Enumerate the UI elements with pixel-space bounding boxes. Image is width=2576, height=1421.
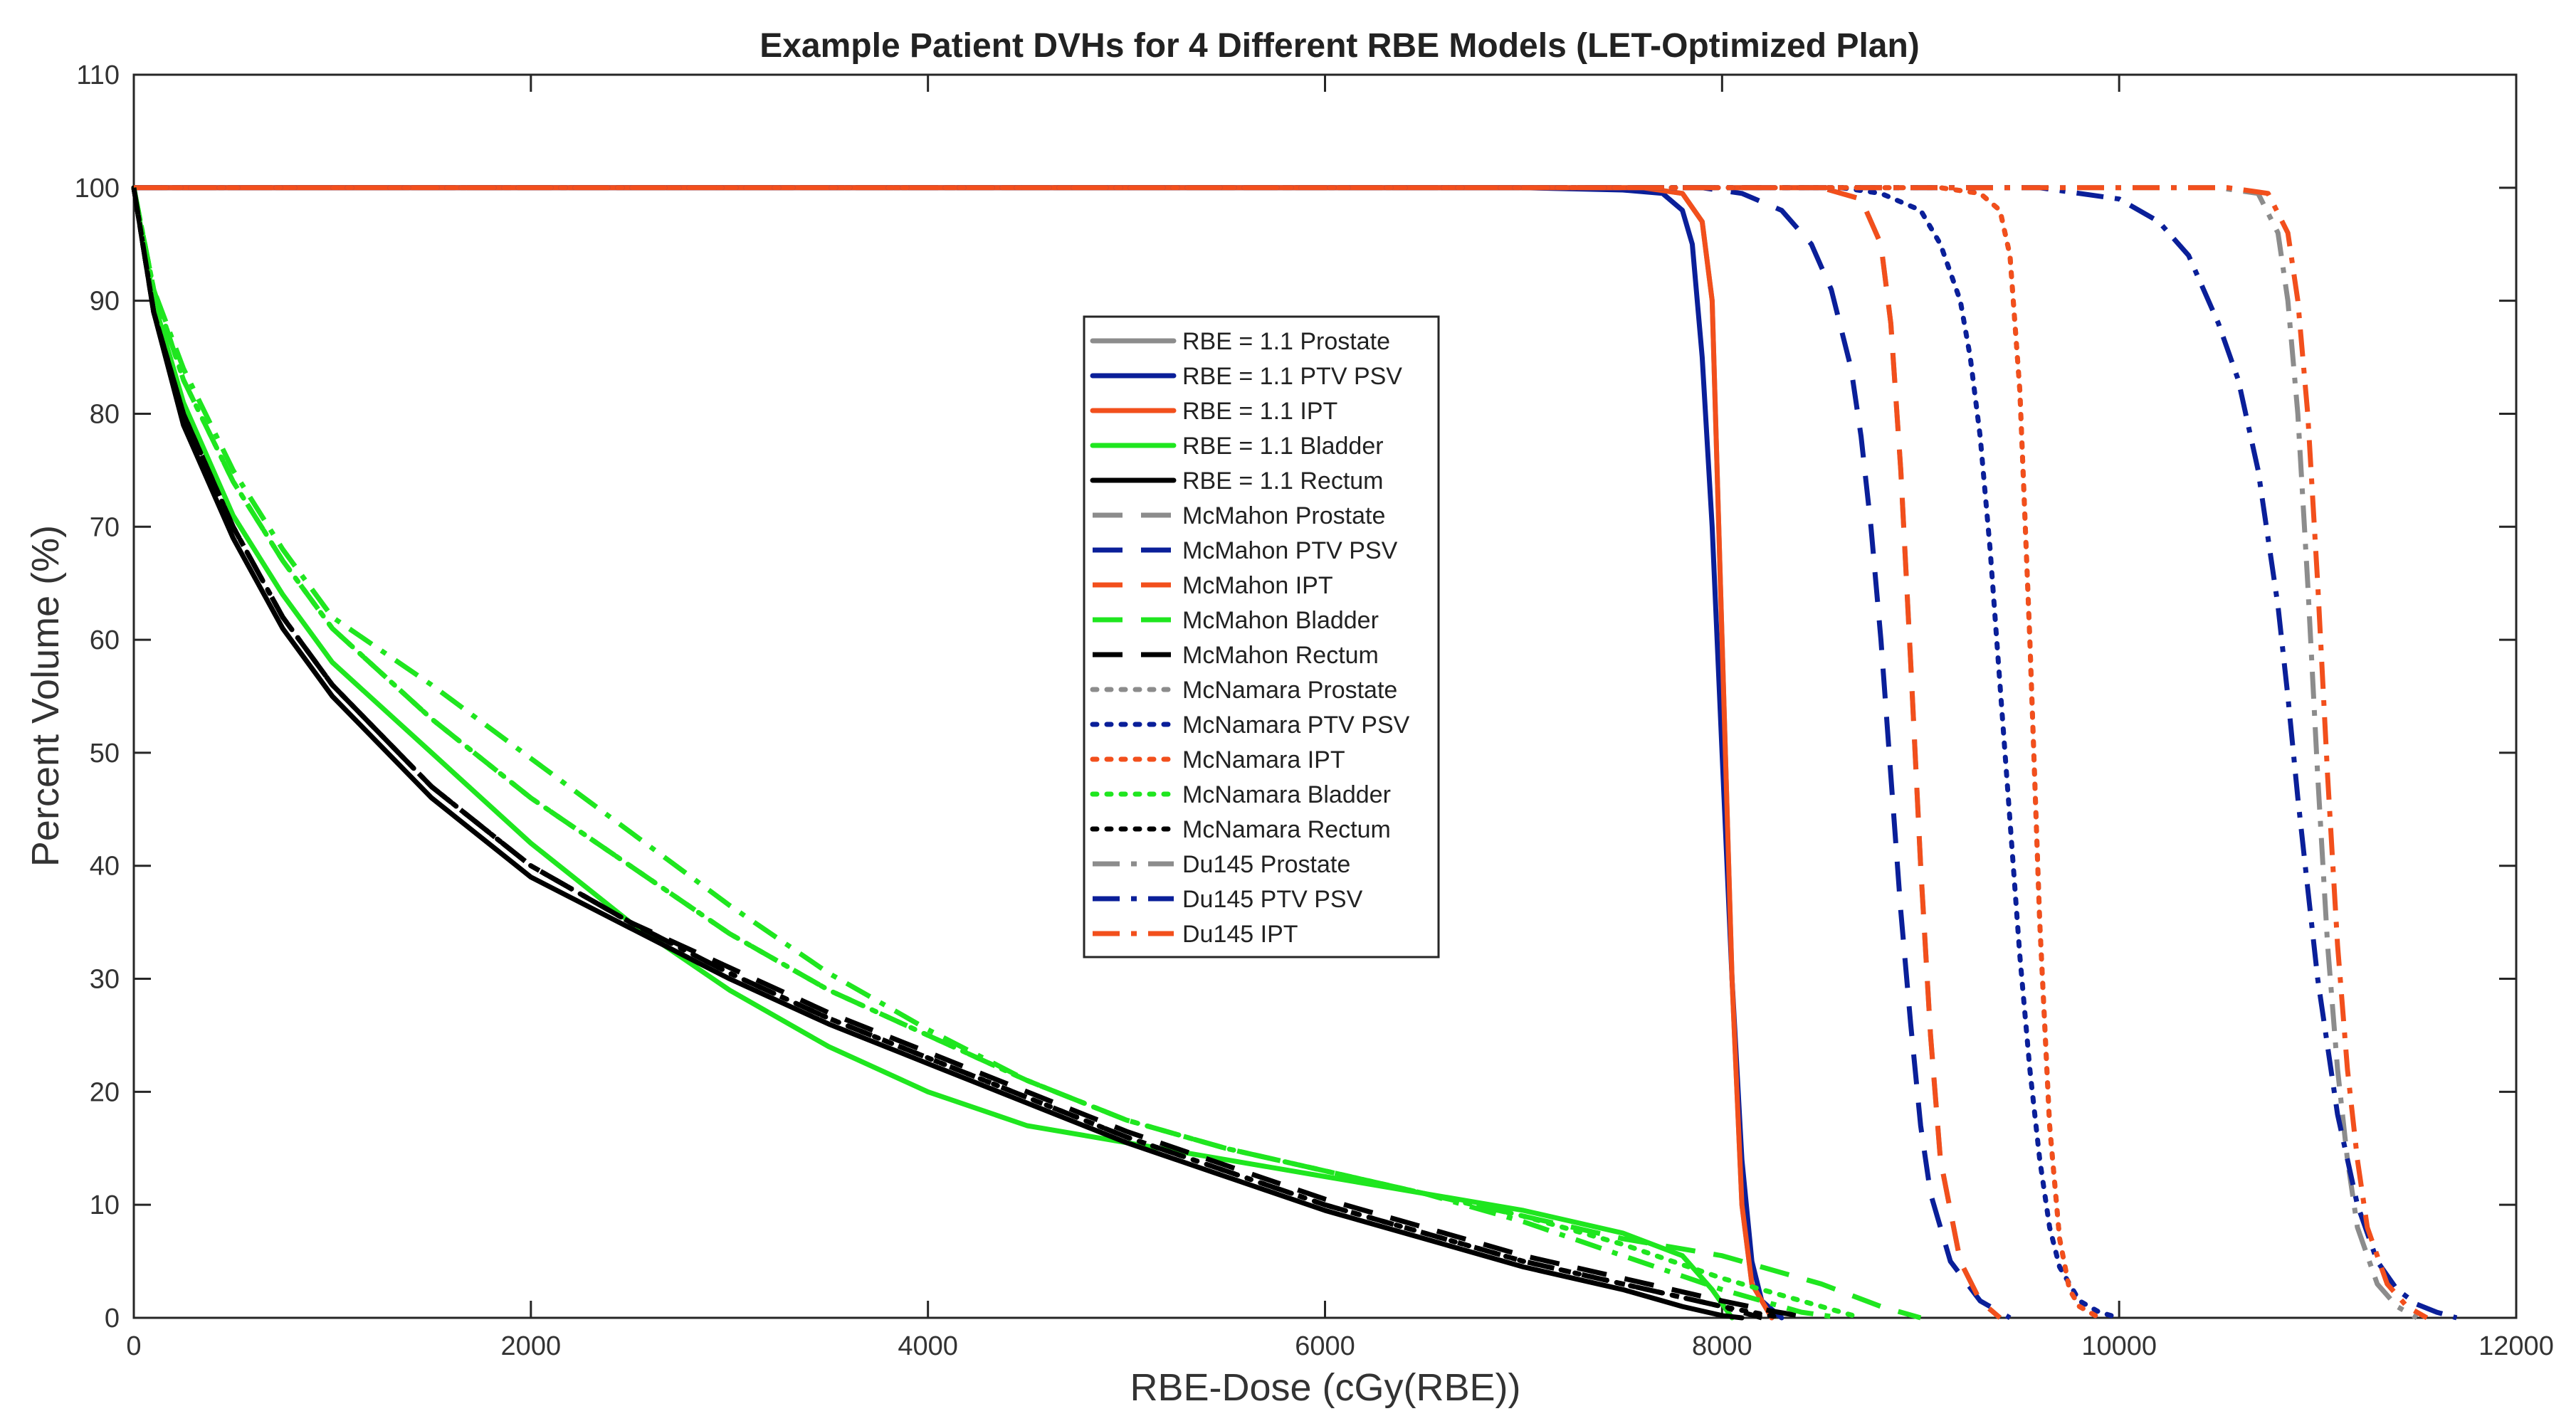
- x-tick-label: 10000: [2081, 1331, 2157, 1361]
- y-tick-label: 50: [90, 739, 120, 768]
- y-tick-label: 60: [90, 625, 120, 655]
- x-tick-label: 6000: [1295, 1331, 1355, 1361]
- legend-label: RBE = 1.1 IPT: [1182, 398, 1337, 425]
- y-tick-label: 30: [90, 965, 120, 995]
- legend-label: RBE = 1.1 Rectum: [1182, 467, 1384, 495]
- series-mcmahon-ipt: [134, 185, 2002, 1320]
- y-tick-label: 80: [90, 399, 120, 429]
- series-rbe-1-1-ptv-psv: [131, 185, 1784, 1321]
- series-rbe-1-1-rectum: [131, 185, 1745, 1321]
- y-tick-label: 0: [105, 1304, 120, 1333]
- legend-label: RBE = 1.1 Bladder: [1182, 433, 1384, 460]
- legend-label: McNamara Bladder: [1182, 781, 1391, 808]
- x-tick-label: 8000: [1692, 1331, 1752, 1361]
- series-mcnamara-bladder: [131, 185, 1864, 1321]
- legend-label: McMahon Bladder: [1182, 607, 1379, 634]
- y-tick-label: 10: [90, 1190, 120, 1220]
- legend-label: McMahon IPT: [1182, 572, 1333, 599]
- y-tick-label: 40: [90, 852, 120, 882]
- legend-label: Du145 IPT: [1182, 921, 1298, 948]
- axis-ticks: 0 2000 4000 6000 8000 10000 12000 0 10 20 30 40 50 60…: [75, 60, 2554, 1361]
- x-tick-label: 12000: [2478, 1331, 2554, 1361]
- y-tick-label: 90: [90, 287, 120, 317]
- series-du145-rectum: [131, 187, 1763, 1321]
- chart-title: Example Patient DVHs for 4 Different RBE…: [759, 27, 1920, 65]
- y-tick-label: 70: [90, 512, 120, 542]
- legend-box: [1083, 315, 1440, 958]
- legend-label: McMahon PTV PSV: [1182, 537, 1398, 564]
- legend-label: McNamara PTV PSV: [1182, 712, 1410, 739]
- y-tick-label: 20: [90, 1077, 120, 1107]
- x-axis-label: RBE-Dose (cGy(RBE)): [1130, 1366, 1520, 1409]
- legend-label: Du145 Prostate: [1182, 851, 1350, 878]
- x-tick-label: 0: [126, 1331, 141, 1361]
- series-mcnamara-ipt: [131, 185, 2102, 1321]
- legend-label: Du145 PTV PSV: [1182, 886, 1363, 913]
- legend-label: McMahon Rectum: [1182, 642, 1379, 669]
- legend-label: RBE = 1.1 Prostate: [1182, 328, 1390, 355]
- series-mcmahon-ptv-psv: [134, 185, 2012, 1321]
- legend-label: McMahon Prostate: [1182, 502, 1385, 529]
- legend: RBE = 1.1 Prostate RBE = 1.1 PTV PSV RBE =…: [1083, 315, 1440, 958]
- legend-label: McNamara Prostate: [1182, 677, 1397, 704]
- y-tick-label: 110: [76, 60, 120, 90]
- series-du145-bladder: [131, 187, 1842, 1321]
- x-tick-label: 4000: [898, 1331, 958, 1361]
- x-tick-label: 2000: [501, 1331, 562, 1361]
- series-du145-ptv-psv: [134, 185, 2458, 1321]
- series-du145-prostate: [134, 185, 2419, 1321]
- legend-label: McNamara IPT: [1182, 746, 1345, 773]
- y-axis-label: Percent Volume (%): [24, 525, 67, 867]
- series-lines: [131, 185, 2458, 1321]
- y-tick-label: 100: [75, 174, 120, 204]
- legend-label: McNamara Rectum: [1182, 816, 1391, 843]
- legend-label: RBE = 1.1 PTV PSV: [1182, 363, 1402, 390]
- series-mcnamara-ptv-psv: [131, 185, 2122, 1321]
- series-rbe-1-1-ipt: [131, 185, 1775, 1321]
- series-du145-ipt: [134, 185, 2429, 1321]
- series-rbe-1-1-bladder: [131, 185, 1735, 1321]
